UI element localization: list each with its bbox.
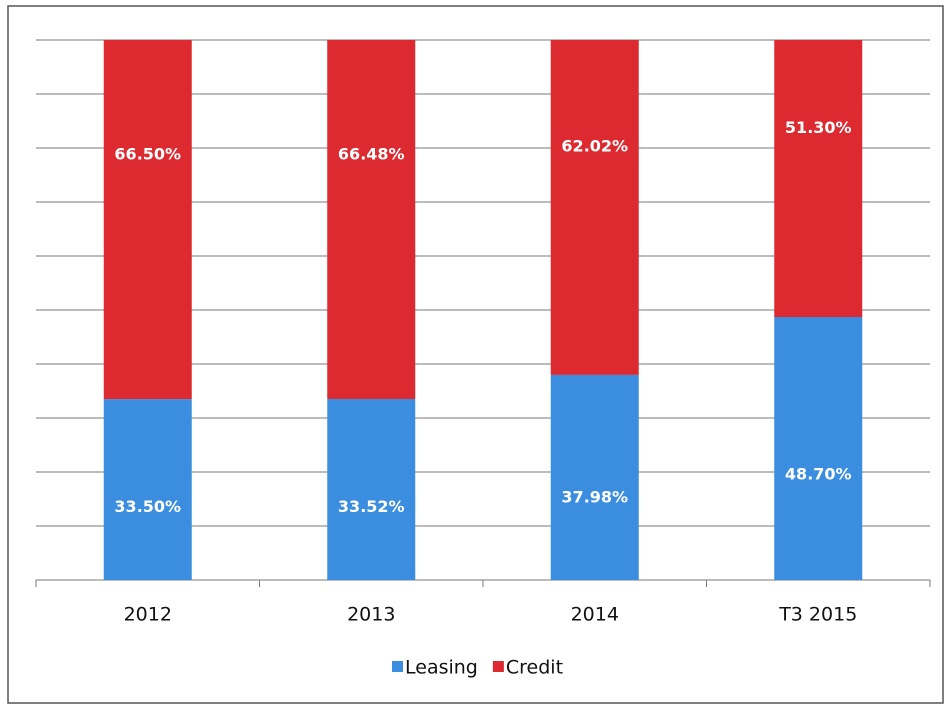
value-label: 37.98% (561, 487, 628, 506)
bar-segment (327, 398, 416, 580)
value-label: 66.50% (114, 144, 181, 163)
value-label: 51.30% (785, 118, 852, 137)
x-tick-label: 2014 (571, 604, 619, 626)
value-label: 66.48% (338, 144, 405, 163)
value-label: 48.70% (785, 464, 852, 483)
legend-label: Credit (506, 657, 563, 679)
bar-segment (103, 399, 192, 580)
legend-label: Leasing (405, 657, 478, 679)
legend-swatch (492, 661, 504, 672)
value-label: 62.02% (561, 137, 628, 156)
x-tick-label: 2012 (124, 604, 172, 626)
bar-segment (103, 40, 192, 400)
bar-segment (327, 40, 416, 399)
bar-segment (550, 374, 639, 580)
x-tick-label: T3 2015 (778, 604, 857, 626)
legend-swatch (392, 661, 403, 672)
bar-segment (550, 40, 639, 375)
bar-segment (774, 40, 863, 318)
value-label: 33.50% (114, 497, 181, 516)
x-tick-label: 2013 (347, 604, 395, 626)
bar-segment (774, 317, 863, 580)
value-label: 33.52% (338, 497, 405, 516)
